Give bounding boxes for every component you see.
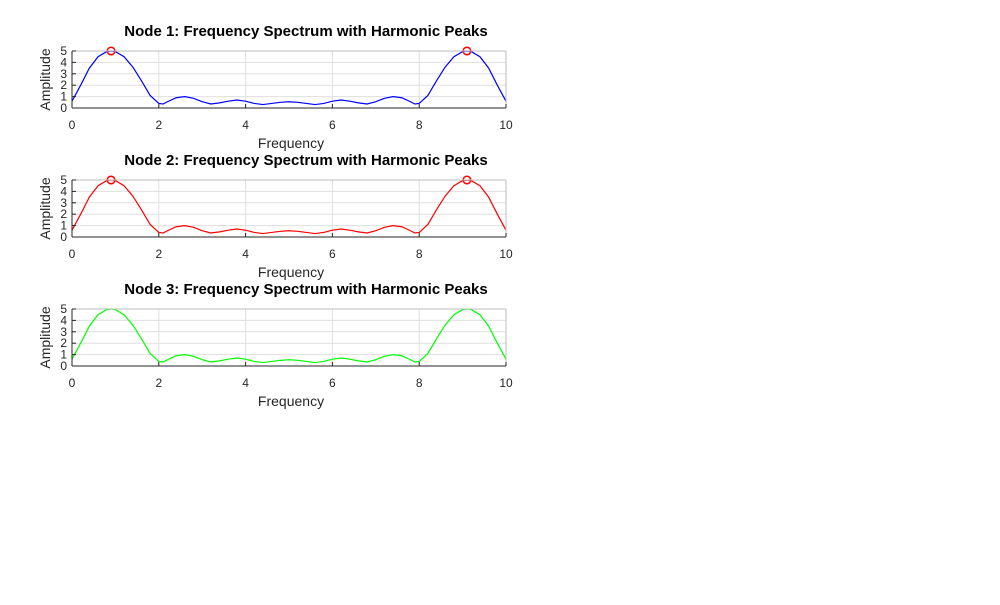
y-tick-label: 3 [60, 67, 67, 81]
x-tick-label: 2 [155, 376, 162, 390]
y-tick-label: 4 [60, 55, 67, 69]
y-tick-label: 0 [60, 101, 67, 115]
x-tick-label: 8 [416, 247, 423, 261]
y-tick-label: 0 [60, 230, 67, 244]
x-tick-label: 4 [242, 376, 249, 390]
y-tick-label: 2 [60, 207, 67, 221]
x-tick-label: 10 [499, 118, 513, 132]
x-tick-label: 4 [242, 118, 249, 132]
plot-area [72, 180, 506, 237]
x-tick-label: 0 [69, 118, 76, 132]
x-axis-label: Frequency [258, 393, 324, 409]
x-tick-label: 4 [242, 247, 249, 261]
x-tick-label: 2 [155, 247, 162, 261]
y-axis-label: Amplitude [37, 177, 53, 239]
series-line [71, 308, 507, 364]
y-tick-label: 5 [60, 44, 67, 58]
y-tick-label: 2 [60, 78, 67, 92]
x-tick-label: 8 [416, 376, 423, 390]
x-tick-label: 2 [155, 118, 162, 132]
chart-title: Node 2: Frequency Spectrum with Harmonic… [124, 152, 487, 169]
plot-area [72, 309, 506, 366]
y-tick-label: 3 [60, 196, 67, 210]
y-tick-label: 1 [60, 219, 67, 233]
x-tick-label: 0 [69, 376, 76, 390]
y-tick-label: 4 [60, 313, 67, 327]
y-tick-label: 3 [60, 325, 67, 339]
x-axis-label: Frequency [258, 135, 324, 151]
x-tick-label: 6 [329, 247, 336, 261]
chart-title: Node 1: Frequency Spectrum with Harmonic… [124, 23, 487, 40]
chart-title: Node 3: Frequency Spectrum with Harmonic… [124, 281, 487, 298]
y-tick-label: 4 [60, 184, 67, 198]
x-tick-label: 10 [499, 376, 513, 390]
x-tick-label: 8 [416, 118, 423, 132]
y-tick-label: 2 [60, 336, 67, 350]
plot-area [72, 51, 506, 108]
x-axis-label: Frequency [258, 264, 324, 280]
series-line [71, 179, 507, 235]
y-tick-label: 5 [60, 173, 67, 187]
y-axis-label: Amplitude [37, 306, 53, 368]
y-tick-label: 0 [60, 359, 67, 373]
y-axis-label: Amplitude [37, 48, 53, 110]
y-tick-label: 1 [60, 90, 67, 104]
y-tick-label: 5 [60, 302, 67, 316]
y-tick-label: 1 [60, 348, 67, 362]
x-tick-label: 6 [329, 118, 336, 132]
x-tick-label: 0 [69, 247, 76, 261]
x-tick-label: 6 [329, 376, 336, 390]
series-line [71, 50, 507, 106]
x-tick-label: 10 [499, 247, 513, 261]
